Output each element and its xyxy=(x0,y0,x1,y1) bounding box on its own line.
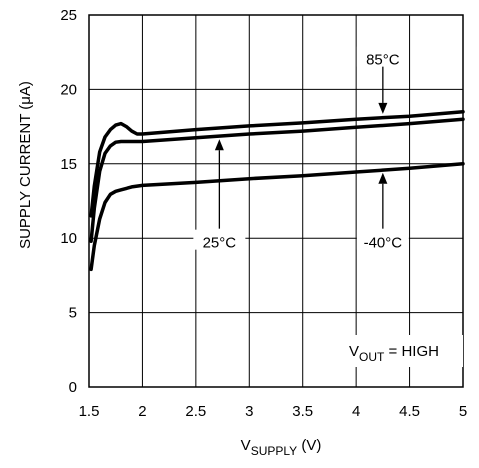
x-axis-label-sub: SUPPLY xyxy=(251,444,297,458)
annotation-background xyxy=(193,229,246,250)
y-tick-label: 10 xyxy=(60,230,77,247)
grid xyxy=(89,15,463,387)
x-tick-label: 4 xyxy=(352,403,360,420)
x-tick-labels: 1.5 2 2.5 3 3.5 4 4.5 5 xyxy=(79,403,468,420)
annotations: 85°C 25°C -40°C xyxy=(193,46,409,252)
x-tick-label: 4.5 xyxy=(399,403,420,420)
x-tick-label: 2.5 xyxy=(185,403,206,420)
series-line-85c xyxy=(89,109,465,218)
x-axis-label-suffix: (V) xyxy=(297,437,321,454)
x-axis-label: VSUPPLY (V) xyxy=(241,437,322,458)
x-tick-label: 5 xyxy=(459,403,467,420)
vout-high-label: VOUT = HIGH xyxy=(349,343,439,364)
y-tick-labels: 0 5 10 15 20 25 xyxy=(60,7,77,396)
x-tick-label: 2 xyxy=(138,403,146,420)
annotation-label: -40°C xyxy=(364,235,403,252)
y-tick-label: 5 xyxy=(69,305,77,322)
x-tick-label: 1.5 xyxy=(79,403,100,420)
annotation-label: 85°C xyxy=(366,52,400,69)
annotation-arrowhead xyxy=(378,172,388,184)
y-tick-label: 20 xyxy=(60,81,77,98)
y-tick-label: 0 xyxy=(69,379,77,396)
vout-label-sub: OUT xyxy=(359,350,385,364)
vout-label-main: V xyxy=(349,343,359,360)
y-tick-label: 25 xyxy=(60,7,77,24)
vout-label-suffix: = HIGH xyxy=(384,343,439,360)
x-tick-label: 3.5 xyxy=(292,403,313,420)
series-line-25c xyxy=(89,117,465,243)
annotation-arrowhead xyxy=(214,139,224,151)
series-lines xyxy=(89,109,465,272)
y-axis-label: SUPPLY CURRENT (μA) xyxy=(17,81,34,249)
series-line-40c xyxy=(89,162,465,272)
annotation-label: 25°C xyxy=(203,235,237,252)
annotation-background xyxy=(356,229,409,250)
annotation-arrowhead xyxy=(378,102,388,114)
y-tick-label: 15 xyxy=(60,156,77,173)
annotation-background xyxy=(356,46,409,67)
x-tick-label: 3 xyxy=(245,403,253,420)
x-axis-label-main: V xyxy=(241,437,251,454)
plot-frame xyxy=(88,14,464,388)
vout-label-background xyxy=(325,335,463,367)
